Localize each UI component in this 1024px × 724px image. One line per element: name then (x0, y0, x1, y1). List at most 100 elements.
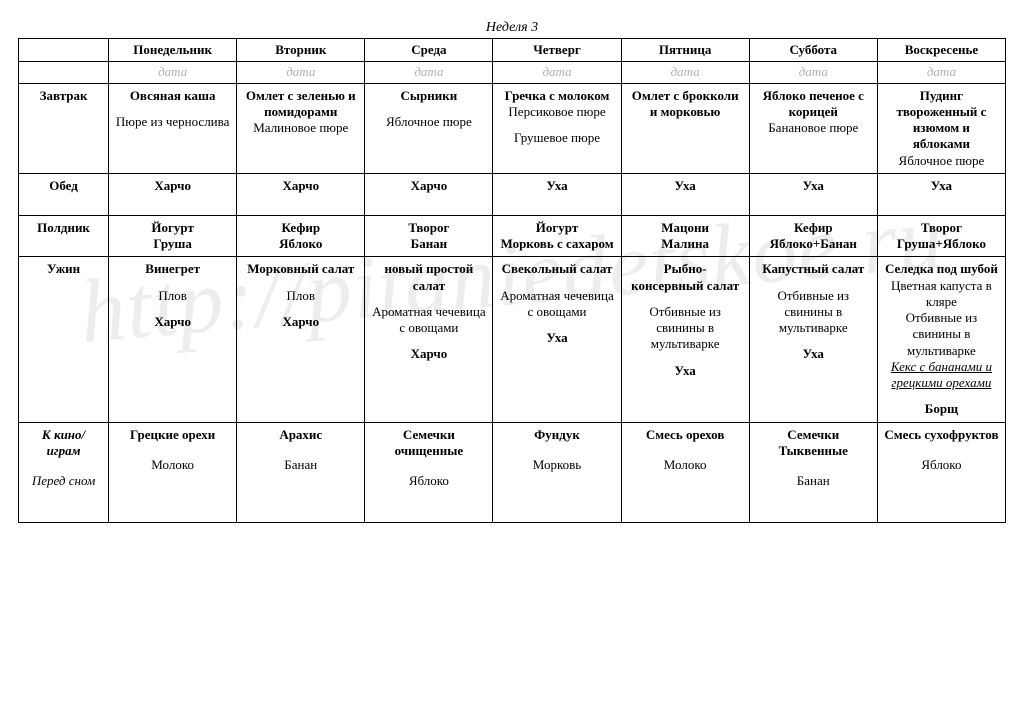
cell-dinner: Капустный салат Отбивные из свинины в мул… (749, 257, 877, 422)
date-cell: дата (749, 62, 877, 83)
cell-extras: Смесь сухофруктов Яблоко (877, 422, 1005, 522)
meal-line: Морковный салат (243, 261, 358, 277)
meal-sub: Пюре из чернослива (115, 114, 230, 130)
day-header: Суббота (749, 39, 877, 62)
cell-snack: ЙогуртМорковь с сахаром (493, 215, 621, 257)
cell-snack: ЙогуртГруша (109, 215, 237, 257)
meal-line: Отбивные из свинины в мультиварке (628, 304, 743, 353)
cell-breakfast: Омлет с брокколи и морковью (621, 83, 749, 173)
cell-breakfast: Гречка с молокомПерсиковое пюреГрушевое … (493, 83, 621, 173)
meal-main: Семечки очищенные (371, 427, 486, 460)
meal-sub: Яблоко (371, 473, 486, 489)
cell-dinner: Селедка под шубойЦветная капуста в кляре… (877, 257, 1005, 422)
meal-main: Йогурт (115, 220, 230, 236)
meal-main: Пудинг твороженный с изюмом и яблоками (884, 88, 999, 153)
cell-extras: ФундукМорковь (493, 422, 621, 522)
corner-cell (19, 62, 109, 83)
cell-dinner: Рыбно-консервный салат Отбивные из свинин… (621, 257, 749, 422)
cell-breakfast: Омлет с зеленью и помидорамиМалиновое пю… (237, 83, 365, 173)
cell-extras: Семечки ТыквенныеБанан (749, 422, 877, 522)
date-cell: дата (109, 62, 237, 83)
meal-main: Груша+Яблоко (884, 236, 999, 252)
meal-sub: Банан (243, 457, 358, 473)
meal-line: Харчо (371, 346, 486, 362)
meal-main: Яблоко печеное с корицей (756, 88, 871, 121)
page-title: Неделя 3 (18, 20, 1006, 36)
meal-line: Ароматная чечевица с овощами (499, 288, 614, 321)
cell-breakfast: Пудинг твороженный с изюмом и яблокамиЯб… (877, 83, 1005, 173)
meal-main: Овсяная каша (115, 88, 230, 104)
extras-row: К кино/играм Перед сном Грецкие орехиМол… (19, 422, 1006, 522)
meal-main: Йогурт (499, 220, 614, 236)
meal-line: Отбивные из свинины в мультиварке (756, 288, 871, 337)
meal-main: Творог (371, 220, 486, 236)
day-header: Среда (365, 39, 493, 62)
meal-main: Гречка с молоком (499, 88, 614, 104)
meal-sub: Грушевое пюре (499, 130, 614, 146)
meal-main: Банан (371, 236, 486, 252)
meal-sub: Малиновое пюре (243, 120, 358, 136)
meal-sub: Яблочное пюре (884, 153, 999, 169)
day-header: Воскресенье (877, 39, 1005, 62)
meal-line: Борщ (884, 401, 999, 417)
breakfast-row: Завтрак Овсяная каша Пюре из чернослива О… (19, 83, 1006, 173)
meal-line: Плов (243, 288, 358, 304)
day-header: Пятница (621, 39, 749, 62)
meal-main: Мацони (628, 220, 743, 236)
cell-lunch: Харчо (109, 173, 237, 215)
date-cell: дата (877, 62, 1005, 83)
date-row: дата дата дата дата дата дата дата (19, 62, 1006, 83)
meal-main: Арахис (243, 427, 358, 443)
row-label-lunch: Обед (19, 173, 109, 215)
meal-main: Морковь с сахаром (499, 236, 614, 252)
row-label-movies: К кино/играм (42, 427, 85, 458)
meal-line: Ароматная чечевица с овощами (371, 304, 486, 337)
meal-line: Свекольный салат (499, 261, 614, 277)
meal-main: Смесь сухофруктов (884, 427, 999, 443)
meal-line: Уха (628, 363, 743, 379)
meal-line: Харчо (243, 314, 358, 330)
cell-lunch: Уха (493, 173, 621, 215)
meal-line: Рыбно-консервный салат (628, 261, 743, 294)
meal-line: Винегрет (115, 261, 230, 277)
cell-lunch: Харчо (237, 173, 365, 215)
meal-main: Творог (884, 220, 999, 236)
cell-extras: Арахис Банан (237, 422, 365, 522)
cell-dinner: новый простой салатАроматная чечевица с … (365, 257, 493, 422)
day-header: Вторник (237, 39, 365, 62)
meal-line: Плов (115, 288, 230, 304)
meal-main: Смесь орехов (628, 427, 743, 443)
corner-cell (19, 39, 109, 62)
meal-main: Малина (628, 236, 743, 252)
meal-main: Грецкие орехи (115, 427, 230, 443)
meal-main: Яблоко (243, 236, 358, 252)
cell-snack: ТворогГруша+Яблоко (877, 215, 1005, 257)
meal-line: Кекс с бананами и грецкими орехами (884, 359, 999, 392)
cell-extras: Семечки очищенные Яблоко (365, 422, 493, 522)
meal-line: Уха (756, 346, 871, 362)
meal-main: Уха (674, 178, 695, 193)
row-label-bedtime: Перед сном (25, 473, 102, 489)
meal-line: Капустный салат (756, 261, 871, 277)
cell-snack: КефирЯблоко (237, 215, 365, 257)
meal-line: Цветная капуста в кляре (884, 278, 999, 311)
cell-snack: МацониМалина (621, 215, 749, 257)
meal-sub: Банановое пюре (756, 120, 871, 136)
date-cell: дата (493, 62, 621, 83)
cell-breakfast: СырникиЯблочное пюре (365, 83, 493, 173)
meal-main: Кефир (756, 220, 871, 236)
meal-main: Фундук (499, 427, 614, 443)
cell-lunch: Уха (749, 173, 877, 215)
meal-line: Селедка под шубой (884, 261, 999, 277)
meal-main: Сырники (371, 88, 486, 104)
cell-breakfast: Яблоко печеное с корицейБанановое пюре (749, 83, 877, 173)
cell-dinner: Морковный салат Плов Харчо (237, 257, 365, 422)
cell-lunch: Уха (877, 173, 1005, 215)
meal-line: Харчо (115, 314, 230, 330)
meal-main: Яблоко+Банан (756, 236, 871, 252)
day-header: Четверг (493, 39, 621, 62)
row-label-breakfast: Завтрак (19, 83, 109, 173)
header-row: Понедельник Вторник Среда Четверг Пятниц… (19, 39, 1006, 62)
meal-sub: Яблоко (884, 457, 999, 473)
meal-main: Уха (931, 178, 952, 193)
